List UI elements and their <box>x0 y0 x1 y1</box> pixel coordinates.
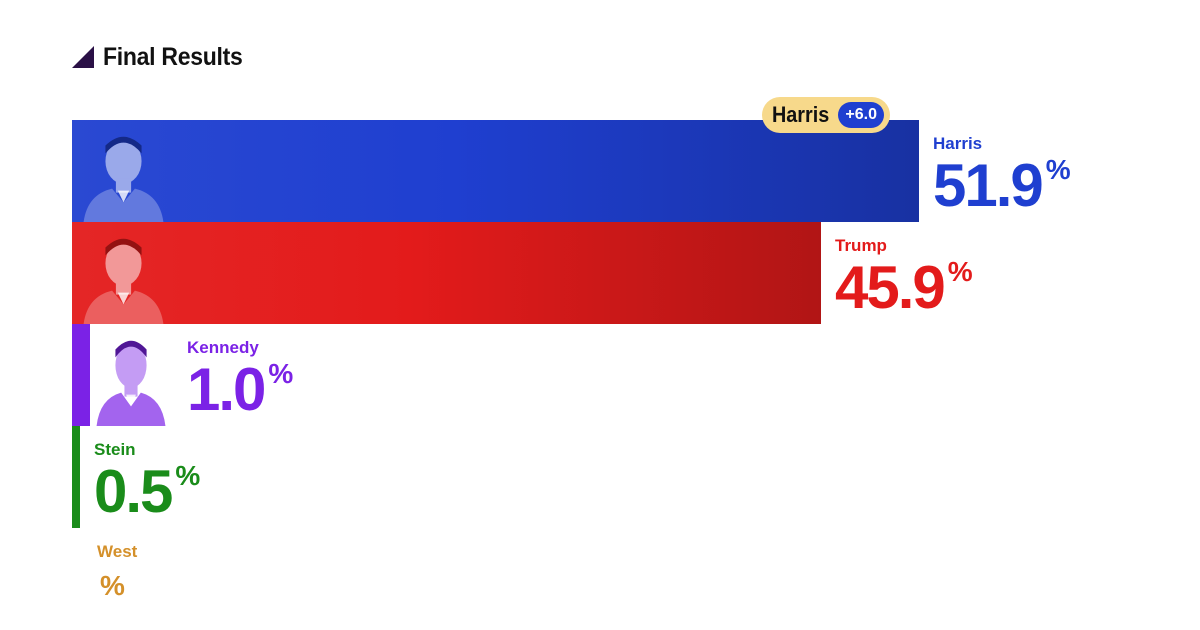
bar-harris <box>72 120 919 222</box>
candidate-name: Stein <box>94 440 136 459</box>
label-trump: Trump 45.9% <box>835 236 973 318</box>
harris-portrait <box>83 136 164 222</box>
kennedy-portrait <box>96 340 166 426</box>
percent-value: 51.9 <box>933 152 1044 219</box>
candidate-percent: 0.5% <box>94 462 200 522</box>
bar-stein <box>72 426 80 528</box>
chart-title: Final Results <box>103 42 243 71</box>
percent-symbol: % <box>268 358 294 389</box>
bar-trump <box>72 222 821 324</box>
percent-symbol: % <box>175 460 201 491</box>
triangle-icon <box>72 46 94 68</box>
photo-harris <box>76 124 171 222</box>
chart-header: Final Results <box>72 42 255 72</box>
candidate-row-kennedy: Kennedy 1.0% <box>72 324 1172 426</box>
percent-value: 45.9 <box>835 254 946 321</box>
candidate-percent: 51.9% <box>933 156 1071 216</box>
candidate-name: Harris <box>933 134 983 153</box>
percent-value: 0.5 <box>94 458 173 525</box>
label-kennedy: Kennedy 1.0% <box>187 338 293 420</box>
candidate-name: West <box>97 542 138 561</box>
bar-kennedy <box>72 324 90 426</box>
candidate-percent: 45.9% <box>835 258 973 318</box>
photo-trump <box>76 226 171 324</box>
candidate-percent: % <box>97 564 137 600</box>
candidate-name: Kennedy <box>187 338 259 357</box>
candidate-row-harris: Harris 51.9% <box>72 120 1172 222</box>
candidate-row-stein: Stein 0.5% <box>72 426 1172 528</box>
percent-symbol: % <box>947 256 973 287</box>
margin-leader: Harris <box>772 102 830 127</box>
candidate-row-west: West% <box>72 528 1172 630</box>
percent-symbol: % <box>1045 154 1071 185</box>
label-harris: Harris 51.9% <box>933 134 1071 216</box>
candidate-name: Trump <box>835 236 887 255</box>
trump-portrait <box>83 238 164 324</box>
photo-kennedy <box>90 328 172 426</box>
margin-pill: Harris +6.0 <box>762 97 890 133</box>
candidate-row-trump: Trump 45.9% <box>72 222 1172 324</box>
percent-value: 1.0 <box>187 356 266 423</box>
candidate-percent: 1.0% <box>187 360 293 420</box>
margin-value-badge: +6.0 <box>838 102 884 128</box>
percent-symbol: % <box>100 570 125 601</box>
label-west: West% <box>97 542 137 600</box>
label-stein: Stein 0.5% <box>94 440 200 522</box>
